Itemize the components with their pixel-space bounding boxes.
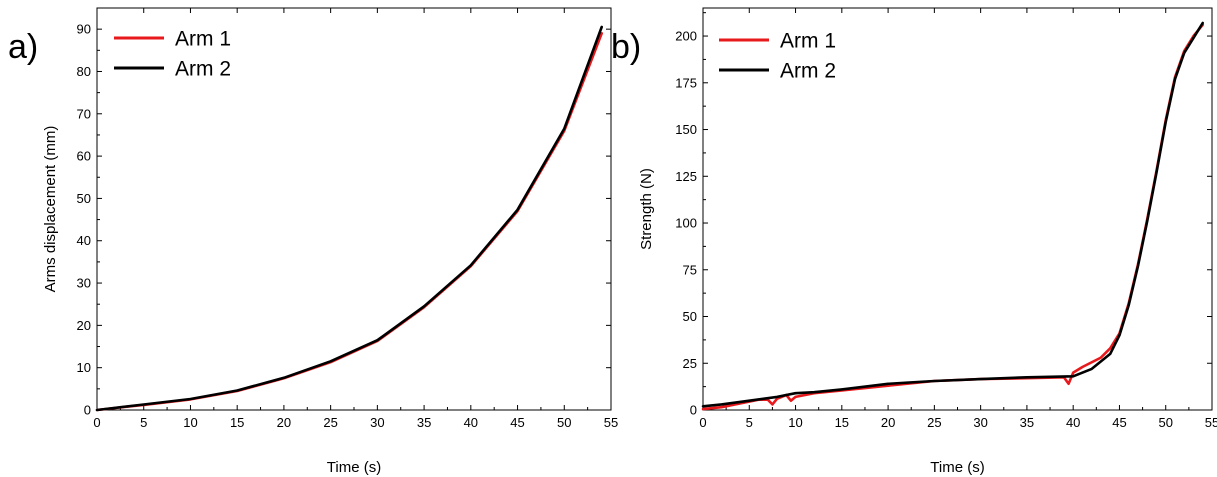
y-tick-label: 150	[675, 122, 697, 137]
y-tick-label: 50	[683, 309, 697, 324]
y-tick-label: 20	[77, 318, 91, 333]
x-tick-label: 25	[323, 415, 337, 430]
x-tick-label: 15	[230, 415, 244, 430]
x-tick-label: 40	[464, 415, 478, 430]
x-tick-label: 50	[557, 415, 571, 430]
x-tick-label: 40	[1066, 415, 1080, 430]
chart-b: 0 5 10 15 20 25 30 35 40 45 50 55 0 25 50 75 100 125 150 17…	[611, 7, 1217, 476]
y-tick-label: 30	[77, 276, 91, 291]
y-tick-label: 175	[675, 75, 697, 90]
legend-label-1: Arm 1	[175, 28, 231, 51]
x-tick-label: 10	[183, 415, 197, 430]
x-tick-label: 55	[1205, 415, 1217, 430]
y-tick-label: 0	[690, 403, 697, 418]
legend-label-2: Arm 2	[175, 58, 231, 81]
legend-label-1: Arm 1	[780, 30, 836, 53]
y-axis-label: Strength (N)	[638, 168, 655, 250]
y-tick-label: 200	[675, 29, 697, 44]
y-tick-label: 40	[77, 233, 91, 248]
x-tick-label: 10	[788, 415, 802, 430]
x-axis-label: Time (s)	[930, 459, 984, 476]
y-tick-label: 70	[77, 106, 91, 121]
x-tick-label: 20	[881, 415, 895, 430]
x-tick-label: 5	[746, 415, 753, 430]
series-line-2	[95, 25, 604, 412]
y-tick-label: 80	[77, 64, 91, 79]
y-tick-label: 60	[77, 149, 91, 164]
legend-label-2: Arm 2	[780, 60, 836, 83]
x-tick-label: 15	[835, 415, 849, 430]
y-tick-label: 90	[77, 22, 91, 37]
x-axis-label: Time (s)	[327, 459, 381, 476]
x-tick-label: 25	[927, 415, 941, 430]
panel-label: b)	[611, 28, 641, 66]
x-tick-label: 50	[1158, 415, 1172, 430]
x-tick-label: 35	[417, 415, 431, 430]
panel-label: a)	[8, 28, 38, 66]
x-tick-label: 35	[1020, 415, 1034, 430]
y-tick-label: 10	[77, 360, 91, 375]
x-tick-label: 30	[370, 415, 384, 430]
y-tick-label: 25	[683, 356, 697, 371]
x-tick-label: 55	[604, 415, 618, 430]
x-tick-label: 45	[510, 415, 524, 430]
series-line-2	[701, 21, 1204, 408]
y-tick-label: 75	[683, 262, 697, 277]
series-line-1	[701, 23, 1204, 411]
x-tick-label: 0	[93, 415, 100, 430]
x-tick-label: 5	[140, 415, 147, 430]
y-axis-label: Arms displacement (mm)	[42, 126, 59, 293]
x-tick-label: 20	[277, 415, 291, 430]
chart-a: 0 5 10 15 20 25 30 35 40 45 50 55 0 10 20 30 40 50 60 70 80 9…	[8, 7, 618, 476]
x-tick-label: 0	[699, 415, 706, 430]
y-tick-label: 0	[84, 403, 91, 418]
y-tick-label: 125	[675, 169, 697, 184]
x-tick-label: 45	[1112, 415, 1126, 430]
x-tick-label: 30	[973, 415, 987, 430]
y-tick-label: 50	[77, 191, 91, 206]
y-tick-label: 100	[675, 216, 697, 231]
